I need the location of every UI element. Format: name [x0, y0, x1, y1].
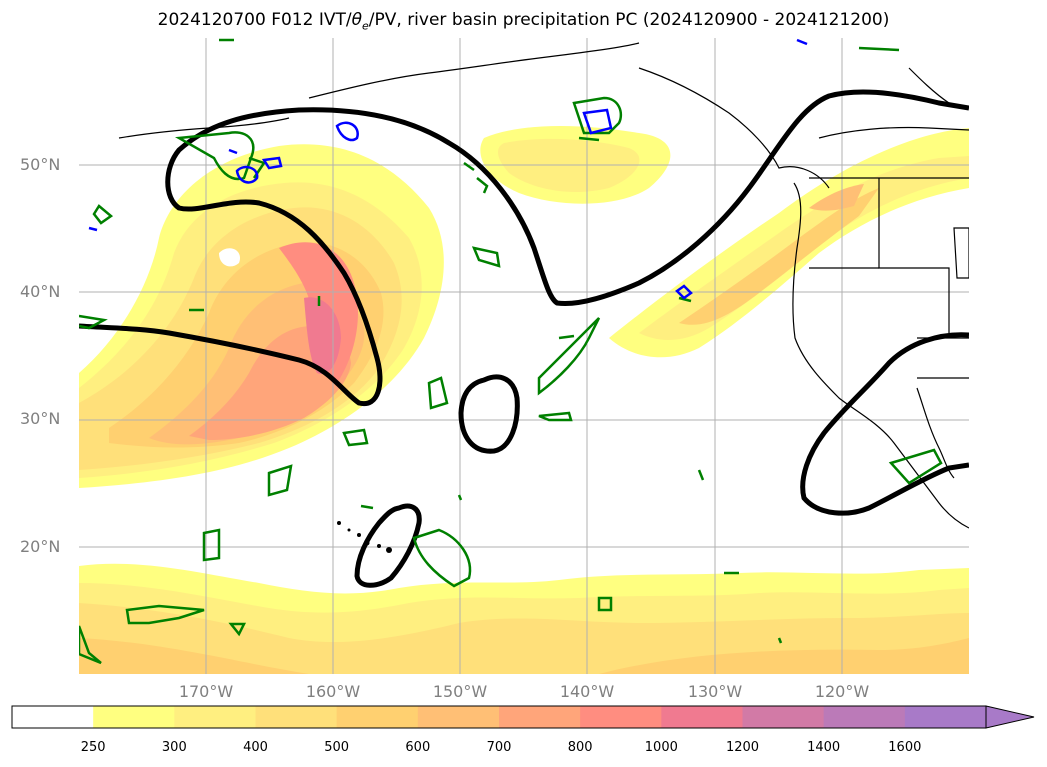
lon-label-120w: 120°W: [814, 682, 870, 701]
map-canvas: [77, 38, 970, 674]
colorbar-segment: [174, 706, 256, 728]
colorbar-segment: [742, 706, 825, 728]
colorbar-segment: [499, 706, 581, 728]
ivt-band-south: [79, 563, 969, 674]
title-theta: θ: [351, 10, 362, 30]
colorbar-tick-label: 500: [324, 740, 350, 755]
colorbar: [11, 705, 1035, 729]
colorbar-segment: [823, 706, 906, 728]
map-title: 2024120700 F012 IVT/θe/PV, river basin p…: [0, 10, 1047, 32]
lat-label-40n: 40°N: [20, 282, 61, 301]
lat-label-30n: 30°N: [20, 409, 61, 428]
lon-label-160w: 160°W: [305, 682, 361, 701]
map-panel: [77, 38, 970, 674]
colorbar-tick-label: 400: [243, 740, 268, 755]
gridlines: [79, 38, 969, 674]
lon-label-170w: 170°W: [178, 682, 234, 701]
lon-label-130w: 130°W: [687, 682, 743, 701]
basin-contours: [78, 89, 970, 588]
colorbar-segments: [12, 706, 987, 728]
colorbar-tick-label: 800: [567, 740, 593, 755]
colorbar-tick-label: 700: [486, 740, 512, 755]
colorbar-segment: [12, 706, 94, 728]
colorbar-extend-arrow: [985, 705, 1035, 729]
colorbar-tick-label: 1600: [888, 740, 922, 755]
lat-label-20n: 20°N: [20, 537, 61, 556]
colorbar-tick-label: 1200: [725, 740, 760, 755]
colorbar-tick-label: 600: [405, 740, 431, 755]
pv-contours: [77, 38, 943, 665]
theta-e-contours: [88, 38, 808, 300]
colorbar-segment: [904, 706, 987, 728]
title-suffix: /PV, river basin precipitation PC (20241…: [368, 10, 890, 30]
colorbar-segment: [580, 706, 662, 728]
lon-label-140w: 140°W: [559, 682, 615, 701]
colorbar-tick-label: 1000: [644, 740, 678, 755]
colorbar-segment: [417, 706, 500, 728]
colorbar-tick-label: 1400: [807, 740, 841, 755]
colorbar-outline: [11, 705, 987, 729]
colorbar-segment: [255, 706, 338, 728]
title-theta-sub: e: [362, 19, 369, 33]
colorbar-tick-label: 300: [161, 740, 187, 755]
colorbar-segment: [336, 706, 419, 728]
colorbar-segment: [93, 706, 175, 728]
colorbar-segment: [661, 706, 743, 728]
colorbar-tick-label: 250: [80, 740, 106, 755]
lat-label-50n: 50°N: [20, 155, 61, 174]
ivt-atmospheric-river-west: [79, 144, 444, 488]
lon-label-150w: 150°W: [432, 682, 488, 701]
title-prefix: 2024120700 F012 IVT/: [157, 10, 352, 30]
